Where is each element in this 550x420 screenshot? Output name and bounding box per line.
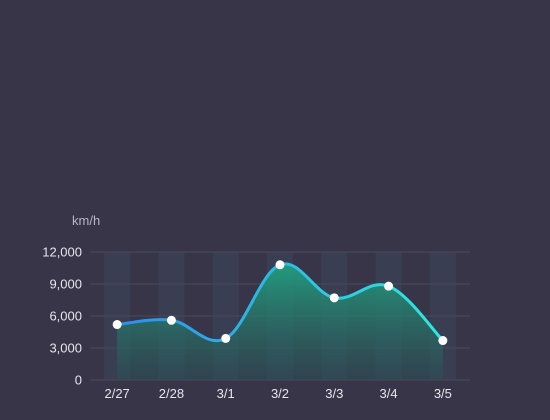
x-tick-label: 2/28 [159, 386, 184, 401]
x-axis-tick-labels: 2/27 2/28 3/1 3/2 3/3 3/4 3/5 [104, 386, 451, 401]
x-tick-label: 3/2 [271, 386, 289, 401]
data-point-3-3 [329, 293, 339, 303]
x-tick-label: 3/1 [217, 386, 235, 401]
y-tick-label: 12,000 [42, 245, 82, 260]
x-tick-label: 3/5 [434, 386, 452, 401]
y-tick-label: 3,000 [49, 341, 82, 356]
data-point-3-2 [275, 260, 285, 270]
data-point-2-27 [112, 320, 122, 330]
data-point-3-1 [221, 333, 231, 343]
x-tick-label: 2/27 [104, 386, 129, 401]
series-area [117, 263, 443, 380]
y-tick-label: 9,000 [49, 277, 82, 292]
data-points [112, 260, 448, 346]
data-point-3-5 [438, 336, 448, 346]
area-fill-layer [117, 263, 443, 380]
x-tick-label: 3/3 [325, 386, 343, 401]
y-tick-label: 0 [75, 373, 82, 388]
data-point-2-28 [166, 315, 176, 325]
data-point-3-4 [384, 281, 394, 291]
y-axis-unit-label: km/h [72, 213, 100, 228]
x-tick-label: 3/4 [380, 386, 398, 401]
y-tick-label: 6,000 [49, 309, 82, 324]
y-axis-tick-labels: 0 3,000 6,000 9,000 12,000 [42, 245, 82, 388]
